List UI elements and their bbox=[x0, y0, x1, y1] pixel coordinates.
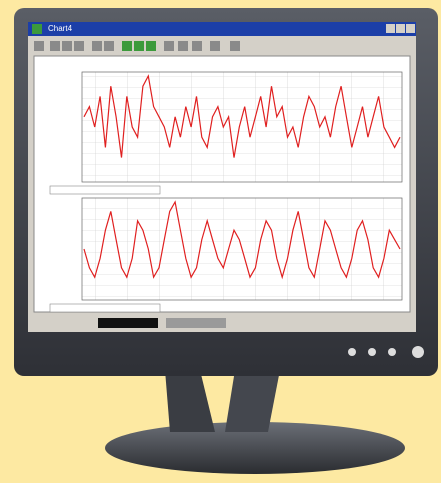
stand-neck bbox=[165, 370, 215, 432]
tool-button[interactable] bbox=[34, 41, 44, 51]
tool-button[interactable] bbox=[230, 41, 240, 51]
button[interactable] bbox=[368, 348, 376, 356]
tool-button[interactable] bbox=[50, 41, 60, 51]
app-icon bbox=[32, 24, 42, 34]
button[interactable] bbox=[348, 348, 356, 356]
tool-button[interactable] bbox=[74, 41, 84, 51]
signal-line bbox=[83, 74, 401, 158]
tool-button[interactable] bbox=[210, 41, 220, 51]
button[interactable] bbox=[388, 348, 396, 356]
status-field bbox=[49, 303, 161, 313]
title-bar bbox=[28, 22, 416, 36]
status-field bbox=[49, 185, 161, 195]
tool-button[interactable] bbox=[192, 41, 202, 51]
minimize-button[interactable] bbox=[386, 24, 395, 33]
nav-buttons[interactable] bbox=[166, 318, 226, 328]
tool-button[interactable] bbox=[146, 41, 156, 51]
toolbar bbox=[34, 41, 240, 51]
power-button[interactable] bbox=[412, 346, 424, 358]
maximize-button[interactable] bbox=[396, 24, 405, 33]
tool-button[interactable] bbox=[104, 41, 114, 51]
stand-base bbox=[105, 422, 405, 474]
tool-button[interactable] bbox=[164, 41, 174, 51]
window-title: Chart4 bbox=[48, 24, 73, 33]
plot-area bbox=[81, 71, 403, 183]
tool-button[interactable] bbox=[178, 41, 188, 51]
close-button[interactable] bbox=[406, 24, 415, 33]
tool-button[interactable] bbox=[134, 41, 144, 51]
tool-button[interactable] bbox=[122, 41, 132, 51]
readout bbox=[98, 318, 158, 328]
signal-line bbox=[83, 200, 401, 280]
tool-button[interactable] bbox=[62, 41, 72, 51]
tool-button[interactable] bbox=[92, 41, 102, 51]
stand-neck bbox=[225, 370, 280, 432]
